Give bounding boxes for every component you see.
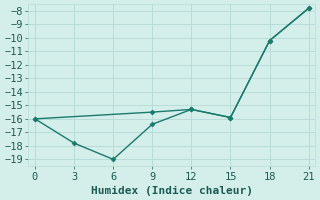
X-axis label: Humidex (Indice chaleur): Humidex (Indice chaleur) (91, 186, 253, 196)
